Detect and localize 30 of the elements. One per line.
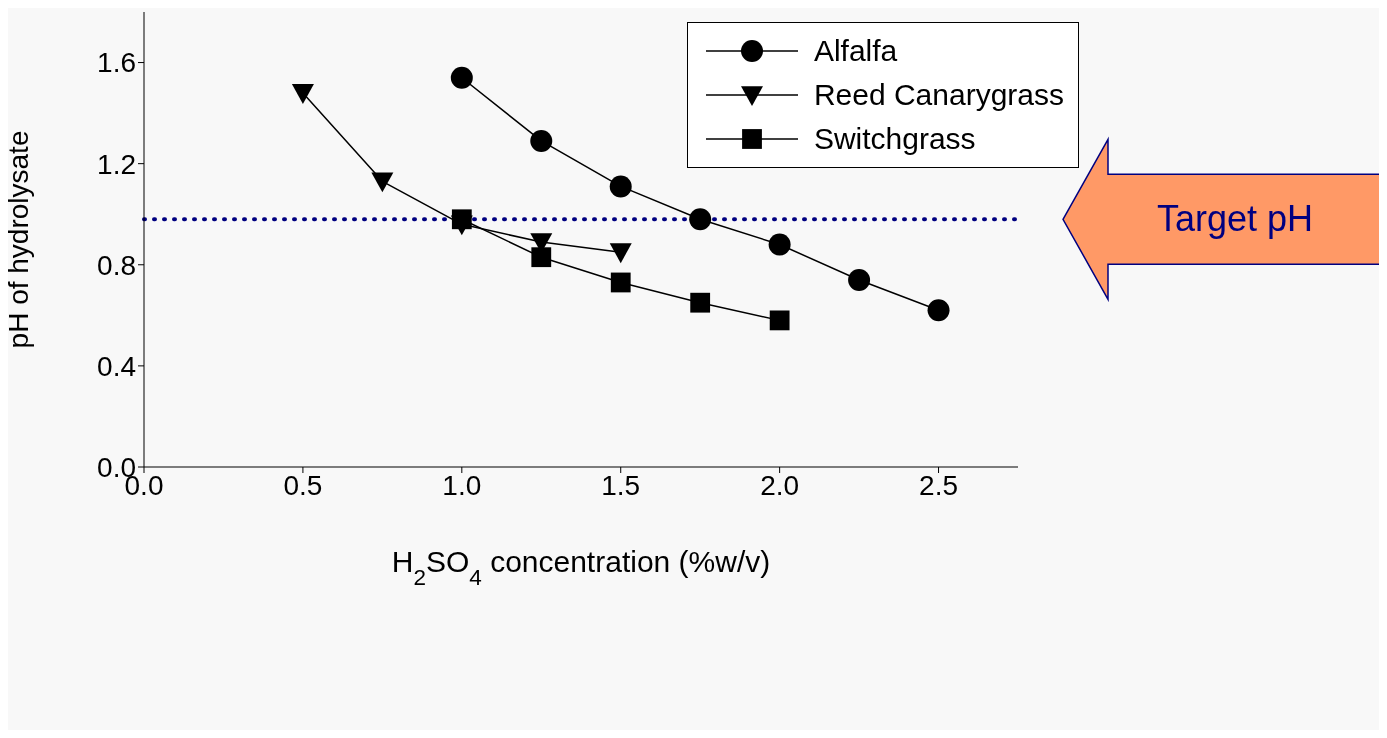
point [531,247,552,268]
point [768,233,791,256]
point [610,272,631,293]
legend-label: Alfalfa [813,34,898,68]
y-tick-label: 0.8 [97,249,136,281]
point [450,66,473,89]
y-tick-label: 1.6 [97,47,136,79]
point [927,299,950,322]
point [609,175,632,198]
x-axis-title: H$_{2}$SO$_{4}$ concentration (%w/v) [391,545,771,590]
point [690,292,711,313]
ref-line-label: Target pH [1156,198,1314,240]
x-tick-label: 1.5 [601,469,641,501]
y-tick-label: 1.2 [97,148,136,180]
point [848,268,871,291]
point [371,172,394,193]
x-tick-label: 2.0 [760,469,800,501]
point [609,243,632,264]
y-axis-title: pH of hydrolysate [2,130,34,349]
x-tick-label: 0.5 [283,469,323,501]
legend-label: Switchgrass [813,122,976,156]
y-tick-label: 0.4 [97,350,136,382]
point [450,215,473,236]
point [769,310,790,331]
point [689,208,712,231]
x-tick-label: 2.5 [919,469,959,501]
point [291,84,314,104]
legend-label: Reed Canarygrass [813,78,1064,112]
x-tick-label: 1.0 [442,469,482,501]
point [530,129,553,152]
